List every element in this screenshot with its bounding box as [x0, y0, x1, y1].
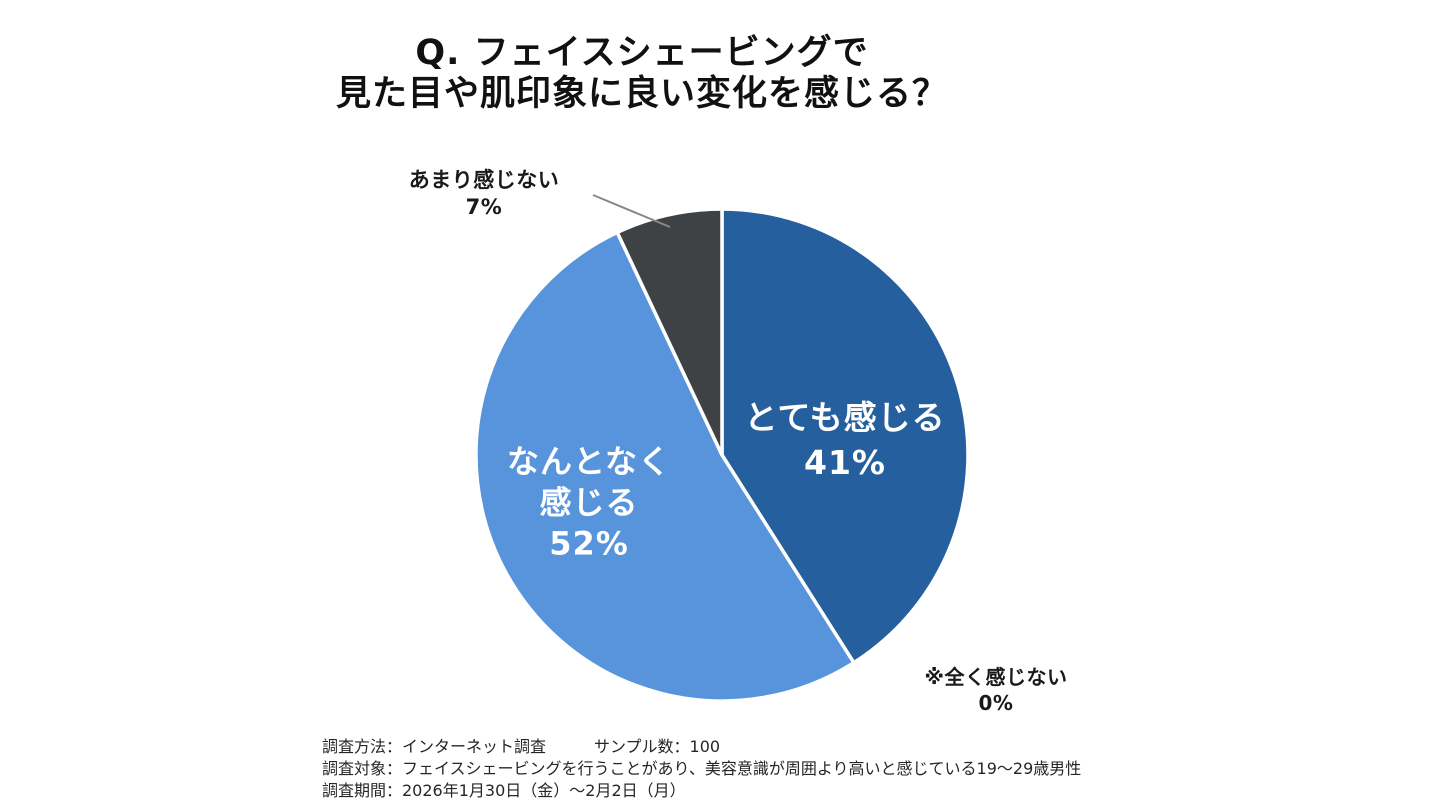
callout-leader-line	[592, 194, 671, 228]
callout-mattaku-kanjinai-pct: 0%	[978, 691, 1014, 715]
survey-note-method: 調査方法：インターネット調査 サンプル数：100	[322, 737, 721, 756]
callout-amari-kanjinai-label: あまり感じない	[408, 168, 560, 192]
survey-notes: 調査方法：インターネット調査 サンプル数：100 調査対象：フェイスシェービング…	[322, 736, 1081, 802]
callout-amari-kanjinai-pct: 7%	[465, 195, 503, 219]
pie-slice-nantonaku-kanjiru	[474, 230, 856, 703]
slice-label-totemo-kanjiru-pct: 41%	[804, 443, 886, 482]
slice-label-nantonaku-kanjiru: なんとなく 感じる 52%	[507, 442, 671, 565]
slice-label-nantonaku-kanjiru-text1: なんとなく	[506, 442, 672, 481]
survey-note-target: 調査対象：フェイスシェービングを行うことがあり、美容意識が周囲より高いと感じてい…	[322, 759, 1082, 778]
slice-label-nantonaku-kanjiru-pct: 52%	[549, 524, 629, 563]
survey-note-period: 調査期間：2026年1月30日（金）〜2月2日（月）	[322, 781, 686, 800]
callout-mattaku-kanjinai-label: ※全く感じない	[924, 665, 1068, 689]
slice-label-totemo-kanjiru: とても感じる 41%	[744, 395, 945, 485]
callout-amari-kanjinai: あまり感じない 7%	[409, 167, 560, 221]
callout-mattaku-kanjinai: ※全く感じない 0%	[925, 664, 1068, 716]
slice-label-totemo-kanjiru-text: とても感じる	[744, 398, 946, 437]
chart-title: Q. フェイスシェービングで 見た目や肌印象に良い変化を感じる？	[336, 33, 948, 115]
slice-label-nantonaku-kanjiru-text2: 感じる	[539, 483, 639, 522]
pie-slice-amari-kanjinai	[615, 207, 724, 457]
chart-title-line1: Q. フェイスシェービングで	[415, 33, 869, 73]
chart-title-line2: 見た目や肌印象に良い変化を感じる？	[335, 74, 949, 114]
